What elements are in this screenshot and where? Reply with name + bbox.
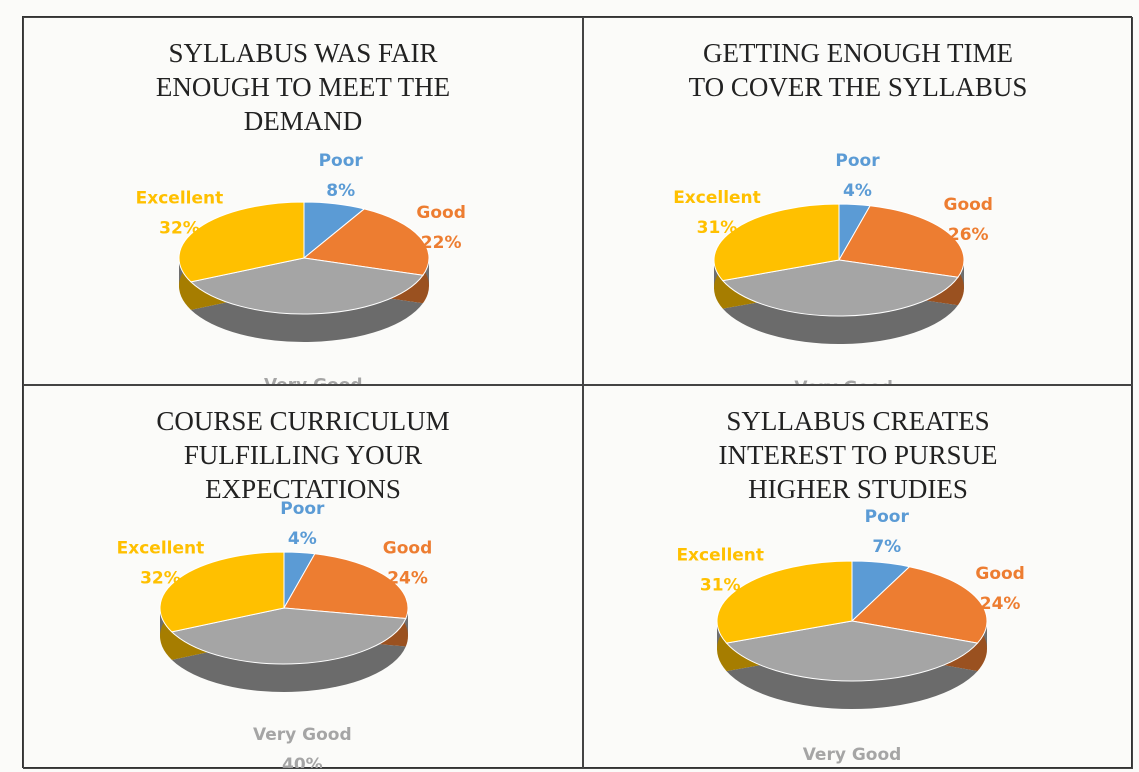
value-label: 8% [326,181,355,201]
slice [725,620,979,682]
value-label: 24% [387,568,428,588]
slice [283,553,409,620]
slice [838,205,965,278]
value-label: 32% [159,218,200,238]
value-label: 32% [140,568,181,588]
chart-cell: COURSE CURRICULUM FULFILLING YOUR EXPECT… [23,385,583,769]
chart-title: COURSE CURRICULUM FULFILLING YOUR EXPECT… [156,406,450,504]
category-label: Poor [319,151,364,171]
category-label: Good [383,538,432,558]
value-label: 31% [697,218,738,238]
chart-title: SYLLABUS WAS FAIR ENOUGH TO MEET THE DEM… [155,38,451,136]
chart-cell: SYLLABUS CREATES INTEREST TO PURSUE HIGH… [583,385,1133,769]
chart-cell: GETTING ENOUGH TIME TO COVER THE SYLLABU… [583,17,1133,385]
slice [159,551,285,633]
slice [713,203,840,282]
value-label: 4% [288,529,317,549]
value-label: 31% [700,576,741,596]
category-label: Poor [835,151,880,171]
slice [850,566,988,644]
category-label: Excellent [136,188,224,208]
slice [178,201,305,283]
slice [189,257,424,315]
chart-grid: SYLLABUS WAS FAIR ENOUGH TO MEET THE DEM… [22,16,1133,769]
category-label: Good [975,564,1024,584]
slice [302,208,430,276]
category-label: Excellent [676,546,764,566]
category-label: Poor [865,507,910,527]
value-label: 7% [872,537,901,557]
value-label: 40% [282,755,323,768]
category-label: Excellent [117,538,205,558]
chart: Poor 4% Good 24% Very Good 40% Excellent 32% [117,499,433,768]
category-label: Poor [280,499,325,519]
slice [721,259,959,317]
value-label: 22% [421,233,462,253]
category-label: Excellent [673,188,761,208]
category-label: Very Good [253,725,352,745]
category-label: Very Good [794,378,893,384]
category-label: Good [944,195,993,215]
chart-title: SYLLABUS CREATES INTEREST TO PURSUE HIGH… [718,406,998,504]
slice [170,607,407,665]
chart-cell: SYLLABUS WAS FAIR ENOUGH TO MEET THE DEM… [23,17,583,385]
category-label: Good [416,203,465,223]
value-label: 26% [948,225,989,245]
category-label: Very Good [803,745,902,765]
value-label: 24% [980,594,1021,614]
category-label: Very Good [264,376,363,384]
slice [716,560,853,644]
chart-title: GETTING ENOUGH TIME TO COVER THE SYLLABU… [688,38,1028,102]
value-label: 4% [843,181,872,201]
